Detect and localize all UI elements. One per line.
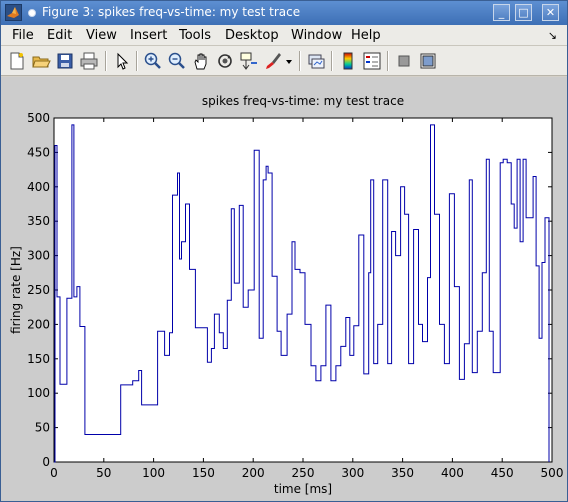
zoom-in-icon[interactable]	[143, 51, 163, 71]
new-figure-icon[interactable]	[7, 51, 27, 71]
y-tick-label: 250	[27, 283, 50, 297]
menu-help[interactable]: Help	[351, 28, 381, 43]
toolbar-separator	[387, 51, 389, 71]
axes-box[interactable]	[53, 117, 553, 463]
y-tick-label: 350	[27, 214, 50, 228]
close-button[interactable]: ✕	[542, 4, 559, 21]
y-tick-label: 500	[27, 111, 50, 125]
x-tick-label: 400	[441, 466, 464, 480]
show-plot-tools-icon[interactable]	[418, 51, 438, 71]
pan-hand-icon[interactable]	[191, 51, 211, 71]
y-tick-label: 0	[42, 455, 50, 469]
menu-file[interactable]: File	[12, 28, 34, 43]
y-tick-label: 400	[27, 180, 50, 194]
menu-desktop[interactable]: Desktop	[225, 28, 279, 43]
y-tick-label: 150	[27, 352, 50, 366]
menu-tools[interactable]: Tools	[179, 28, 212, 43]
x-axis-label: time [ms]	[274, 482, 332, 496]
dock-arrow-icon[interactable]: ↘	[547, 29, 557, 42]
rotate-3d-icon[interactable]	[215, 51, 235, 71]
y-tick-label: 200	[27, 317, 50, 331]
colorbar-icon[interactable]	[338, 51, 358, 71]
x-tick-label: 200	[242, 466, 265, 480]
brush-dropdown-icon[interactable]	[284, 51, 294, 71]
menu-edit[interactable]: Edit	[47, 28, 73, 43]
x-tick-label: 0	[50, 466, 58, 480]
title-bar[interactable]: Figure 3: spikes freq-vs-time: my test t…	[1, 1, 567, 25]
menu-view[interactable]: View	[86, 28, 117, 43]
firing-rate-trace[interactable]	[54, 124, 550, 463]
x-tick-label: 100	[142, 466, 165, 480]
x-tick-label: 50	[96, 466, 111, 480]
window-title: Figure 3: spikes freq-vs-time: my test t…	[42, 5, 301, 19]
x-tick-label: 300	[341, 466, 364, 480]
toolbar-separator	[136, 51, 138, 71]
y-tick-label: 50	[35, 421, 50, 435]
x-axis-ticks: 0 50 100 150 200 250 300 350 400 450 500	[50, 118, 563, 480]
y-axis-label: firing rate [Hz]	[9, 246, 23, 334]
legend-icon[interactable]	[362, 51, 382, 71]
y-axis-ticks: 0 50 100 150 200 250 300 350 400 450 500	[27, 111, 552, 469]
toolbar-separator	[331, 51, 333, 71]
matlab-logo-icon[interactable]	[5, 4, 22, 21]
data-cursor-icon[interactable]	[239, 51, 259, 71]
x-tick-label: 350	[391, 466, 414, 480]
x-tick-label: 500	[541, 466, 564, 480]
x-tick-label: 250	[292, 466, 315, 480]
minimize-button[interactable]: _	[493, 4, 510, 21]
y-tick-label: 450	[27, 145, 50, 159]
toolbar-separator	[105, 51, 107, 71]
toolbar-separator	[299, 51, 301, 71]
brush-icon[interactable]	[263, 51, 283, 71]
print-icon[interactable]	[79, 51, 99, 71]
pointer-icon[interactable]	[112, 51, 132, 71]
pin-icon[interactable]	[28, 9, 36, 17]
x-tick-label: 450	[491, 466, 514, 480]
hide-plot-tools-icon[interactable]	[394, 51, 414, 71]
y-tick-label: 300	[27, 249, 50, 263]
figure-canvas[interactable]: spikes freq-vs-time: my test trace time …	[1, 77, 567, 501]
link-plot-icon[interactable]	[306, 51, 326, 71]
y-tick-label: 100	[27, 386, 50, 400]
x-tick-label: 150	[192, 466, 215, 480]
save-icon[interactable]	[55, 51, 75, 71]
menu-bar: File Edit View Insert Tools Desktop Wind…	[1, 25, 567, 46]
plot-title: spikes freq-vs-time: my test trace	[202, 94, 404, 108]
figure-toolbar	[1, 46, 567, 76]
menu-window[interactable]: Window	[291, 28, 343, 43]
menu-insert[interactable]: Insert	[130, 28, 168, 43]
zoom-out-icon[interactable]	[167, 51, 187, 71]
open-file-icon[interactable]	[31, 51, 51, 71]
maximize-button[interactable]: □	[515, 4, 532, 21]
plot-figure[interactable]: spikes freq-vs-time: my test trace time …	[1, 77, 567, 501]
